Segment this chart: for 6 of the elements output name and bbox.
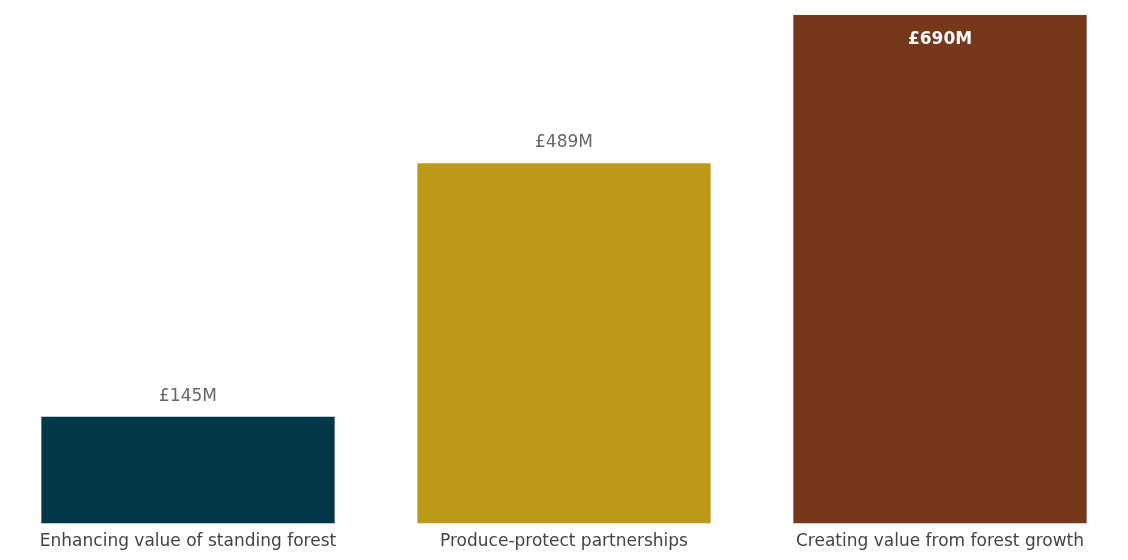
x-tick-label: Creating value from forest growth xyxy=(795,530,1085,551)
data-label: £489M xyxy=(535,131,593,152)
data-label: £145M xyxy=(159,384,217,405)
x-tick-label: Produce-protect partnerships xyxy=(440,530,689,551)
data-label: £690M xyxy=(907,27,973,48)
x-tick-label: Enhancing value of standing forest xyxy=(39,530,337,551)
